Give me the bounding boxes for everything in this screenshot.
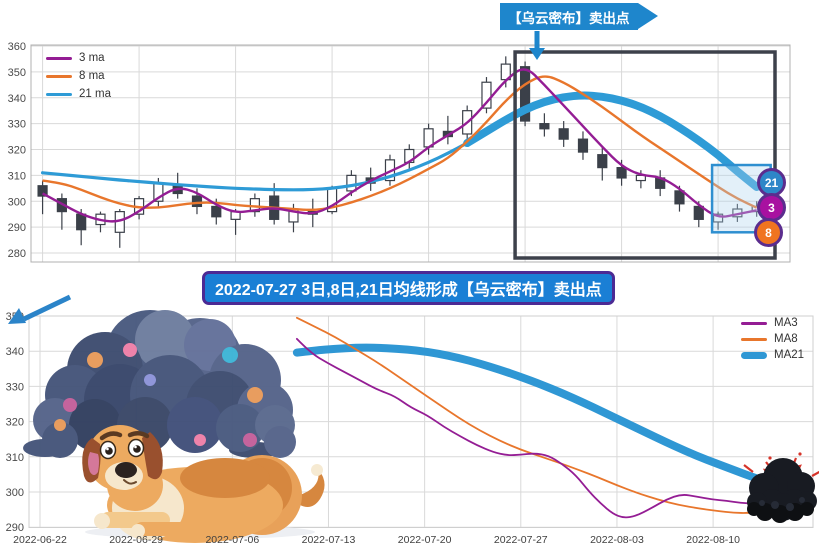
candle-2022-08-09 xyxy=(693,205,704,220)
legend-item-21-ma: 21 ma xyxy=(46,88,111,100)
sell-point-callout-label: 【乌云密布】卖出点 xyxy=(508,10,630,26)
bottom-xtick-label: 2022-07-20 xyxy=(398,534,452,546)
top-ytick-label: 340 xyxy=(8,93,26,105)
banner-arrow-icon xyxy=(8,294,72,324)
top-ytick-label: 350 xyxy=(8,67,26,79)
legend-label: MA21 xyxy=(774,349,805,361)
candle-2022-08-02 xyxy=(597,154,608,169)
candle-2022-06-22 xyxy=(37,185,48,197)
legend-label: MA3 xyxy=(774,317,798,329)
bottom-ytick-label: 290 xyxy=(6,522,24,534)
top-chart-legend: 3 ma 8 ma 21 ma xyxy=(46,52,111,100)
top-ytick-label: 280 xyxy=(8,248,26,260)
legend-item-ma3: MA3 xyxy=(741,317,804,329)
legend-label: MA8 xyxy=(774,333,798,345)
bottom-ma-line-chart: 2903003103203303403502022-06-222022-06-2… xyxy=(6,310,819,546)
legend-item-3-ma: 3 ma xyxy=(46,52,111,64)
sell-point-callout: 【乌云密布】卖出点 xyxy=(500,3,658,30)
badge-ma8: 8 xyxy=(754,218,783,247)
ma3-line xyxy=(295,337,769,519)
storm-cloud-icon xyxy=(743,452,819,523)
badge-ma21: 21 xyxy=(757,168,786,197)
top-candlestick-chart: 280 290 300 310 320 330 340 350 360 xyxy=(8,31,791,263)
callout-right-arrow-icon xyxy=(637,3,658,29)
legend-swatch xyxy=(46,92,72,96)
legend-swatch xyxy=(741,337,767,341)
pattern-banner: 2022-07-27 3日,8日,21日均线形成【乌云密布】卖出点 xyxy=(202,271,615,305)
bottom-ytick-label: 330 xyxy=(6,381,24,393)
bottom-xtick-label: 2022-06-29 xyxy=(109,534,163,546)
candle-2022-07-05 xyxy=(211,205,222,218)
bottom-xtick-label: 2022-06-22 xyxy=(13,534,67,546)
legend-item-ma8: MA8 xyxy=(741,333,804,345)
candle-2022-08-03 xyxy=(616,167,627,179)
callout-down-arrow-icon xyxy=(529,31,545,60)
candle-2022-07-14 xyxy=(346,174,357,192)
legend-label: 3 ma xyxy=(79,52,105,64)
bottom-ma-lines xyxy=(292,316,774,519)
bottom-xtick-label: 2022-07-13 xyxy=(302,534,356,546)
legend-swatch xyxy=(741,351,767,359)
candle-2022-07-04 xyxy=(191,195,203,208)
top-ytick-label: 290 xyxy=(8,222,26,234)
ma21-line-thick xyxy=(463,91,761,192)
storm-cloud-illustration xyxy=(23,310,296,458)
bottom-ytick-label: 320 xyxy=(6,417,24,429)
bottom-ytick-label: 310 xyxy=(6,452,24,464)
ma3-line xyxy=(42,68,757,223)
bottom-ytick-label: 300 xyxy=(6,487,24,499)
top-plot: 280 290 300 310 320 330 340 350 360 xyxy=(8,41,791,263)
bottom-xtick-label: 2022-08-03 xyxy=(590,534,644,546)
candle-2022-06-24 xyxy=(76,213,87,231)
legend-label: 21 ma xyxy=(79,88,111,100)
legend-item-ma21: MA21 xyxy=(741,349,804,361)
legend-label: 8 ma xyxy=(79,70,105,82)
top-ytick-label: 330 xyxy=(8,119,26,131)
candle-2022-08-01 xyxy=(577,138,589,153)
ma8-line xyxy=(42,75,758,212)
bottom-xtick-label: 2022-08-10 xyxy=(686,534,740,546)
candle-2022-07-25 xyxy=(481,81,492,109)
legend-item-8-ma: 8 ma xyxy=(46,70,111,82)
candles xyxy=(37,56,762,248)
bottom-xtick-label: 2022-07-27 xyxy=(494,534,548,546)
zoom-region-rect xyxy=(513,50,777,260)
dog-illustration xyxy=(82,425,325,543)
bottom-chart-legend: MA3 MA8 MA21 xyxy=(741,317,804,361)
candle-2022-07-28 xyxy=(539,123,550,130)
top-ytick-label: 360 xyxy=(8,41,26,53)
candle-2022-07-27 xyxy=(519,66,531,122)
ma8-line xyxy=(295,316,774,514)
bottom-xtick-label: 2022-07-06 xyxy=(205,534,259,546)
legend-swatch xyxy=(46,56,72,60)
legend-swatch xyxy=(741,321,767,325)
top-ytick-label: 320 xyxy=(8,145,26,157)
top-ytick-label: 310 xyxy=(8,170,26,182)
candle-2022-08-08 xyxy=(674,190,685,205)
top-ytick-label: 300 xyxy=(8,196,26,208)
ma21-line xyxy=(292,343,774,487)
legend-swatch xyxy=(46,74,72,78)
bottom-ytick-label: 340 xyxy=(6,346,24,358)
candle-2022-07-29 xyxy=(558,128,569,140)
bottom-axis-labels: 2903003103203303403502022-06-222022-06-2… xyxy=(6,311,740,546)
candle-2022-08-10 xyxy=(712,213,724,223)
